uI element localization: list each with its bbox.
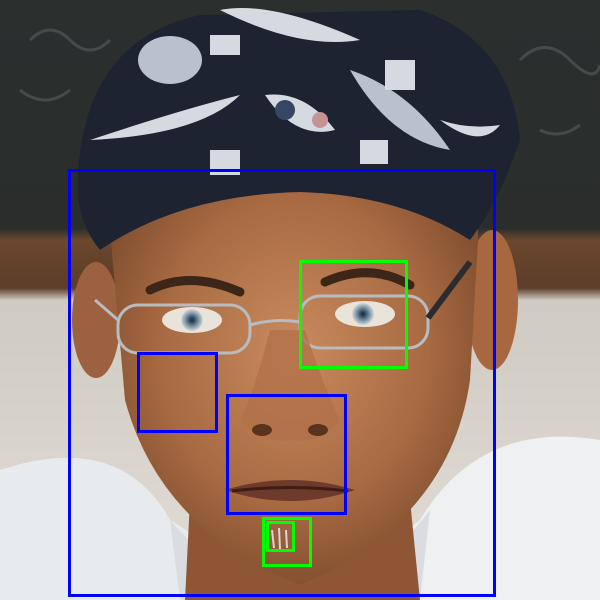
left-eyebrow — [145, 276, 245, 297]
chalkboard-marks — [19, 28, 600, 136]
detection-box-left-cheek — [137, 352, 218, 433]
left-ear — [72, 262, 120, 378]
glasses — [94, 260, 473, 355]
bandana-pattern — [90, 8, 500, 175]
mouth — [225, 480, 355, 501]
detection-box-face — [68, 169, 496, 597]
detection-box-right-eye — [299, 260, 408, 369]
detection-box-chin-inner — [266, 521, 295, 552]
detection-box-chin — [262, 517, 312, 567]
chin-hair — [271, 527, 288, 550]
right-eyebrow — [320, 268, 415, 290]
detection-box-nose-mouth — [226, 394, 347, 515]
nose — [240, 330, 340, 441]
right-ear — [466, 230, 518, 370]
